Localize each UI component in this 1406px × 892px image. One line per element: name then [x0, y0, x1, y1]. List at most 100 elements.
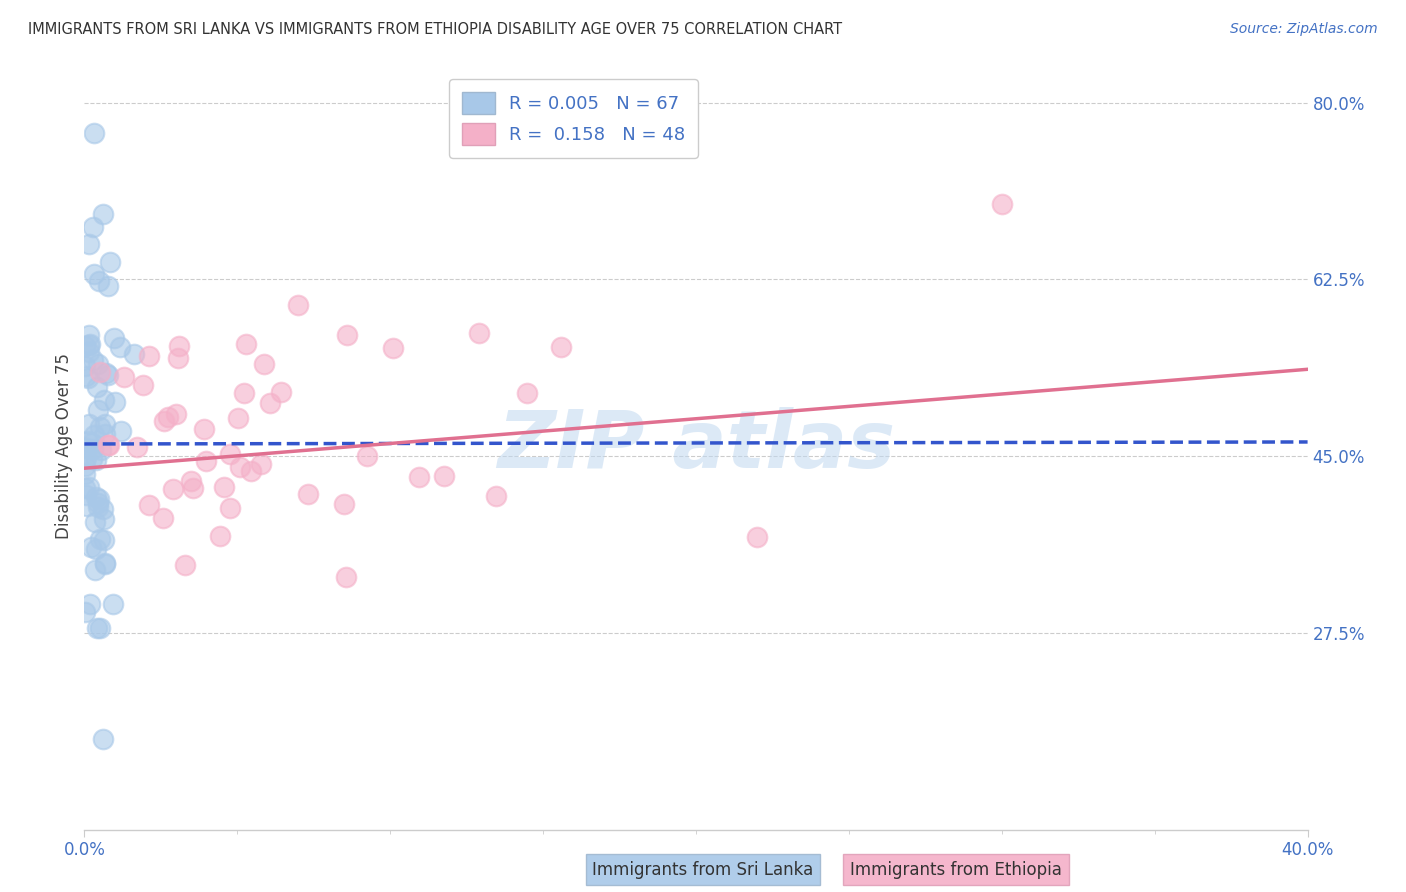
- Point: [153, 413, 176, 427]
- Point: [77, 371, 100, 385]
- Point: [75, 441, 97, 455]
- Point: [287, 298, 309, 312]
- Point: [98, 255, 121, 269]
- Legend: R = 0.005   N = 67, R =  0.158   N = 48: R = 0.005 N = 67, R = 0.158 N = 48: [450, 79, 697, 158]
- Point: [79, 337, 101, 351]
- Point: [233, 386, 256, 401]
- Point: [333, 497, 356, 511]
- Point: [87, 403, 110, 417]
- Point: [84, 490, 107, 504]
- Point: [93, 392, 115, 407]
- Point: [235, 337, 257, 351]
- Point: [138, 349, 160, 363]
- Point: [76, 434, 98, 448]
- Point: [83, 428, 105, 442]
- Point: [516, 385, 538, 400]
- Point: [97, 438, 120, 452]
- Point: [127, 440, 149, 454]
- Point: [83, 126, 105, 140]
- Point: [80, 452, 103, 467]
- Point: [75, 369, 97, 384]
- Point: [131, 378, 153, 392]
- Point: [79, 598, 101, 612]
- Point: [432, 469, 454, 483]
- Point: [381, 341, 404, 355]
- Point: [94, 366, 117, 380]
- Point: [91, 207, 114, 221]
- Point: [77, 345, 100, 359]
- Point: [249, 457, 271, 471]
- Point: [97, 279, 120, 293]
- Point: [194, 453, 217, 467]
- Text: Immigrants from Ethiopia: Immigrants from Ethiopia: [851, 861, 1062, 879]
- Point: [73, 606, 96, 620]
- Point: [73, 481, 96, 495]
- Point: [336, 327, 359, 342]
- Point: [484, 489, 506, 503]
- Point: [747, 530, 769, 544]
- Text: Immigrants from Sri Lanka: Immigrants from Sri Lanka: [592, 861, 814, 879]
- Point: [84, 515, 107, 529]
- Point: [94, 417, 117, 431]
- Point: [167, 339, 190, 353]
- Point: [408, 469, 430, 483]
- Point: [80, 540, 103, 554]
- Point: [79, 480, 101, 494]
- Point: [86, 500, 108, 515]
- Point: [93, 557, 115, 571]
- Point: [138, 498, 160, 512]
- Point: [110, 340, 132, 354]
- Point: [226, 411, 249, 425]
- Point: [212, 480, 235, 494]
- Point: [82, 436, 104, 450]
- Point: [89, 365, 111, 379]
- Point: [86, 380, 108, 394]
- Point: [93, 501, 115, 516]
- Point: [82, 442, 104, 457]
- Point: [180, 474, 202, 488]
- Point: [297, 487, 319, 501]
- Point: [89, 420, 111, 434]
- Point: [86, 621, 108, 635]
- Point: [83, 563, 105, 577]
- Point: [162, 482, 184, 496]
- Point: [75, 450, 97, 465]
- Point: [73, 467, 96, 481]
- Y-axis label: Disability Age Over 75: Disability Age Over 75: [55, 353, 73, 539]
- Point: [193, 422, 215, 436]
- Point: [166, 351, 188, 365]
- Point: [122, 347, 145, 361]
- Point: [90, 442, 112, 457]
- Point: [73, 339, 96, 353]
- Point: [110, 424, 132, 438]
- Point: [87, 274, 110, 288]
- Point: [103, 330, 125, 344]
- Point: [270, 384, 292, 399]
- Point: [165, 407, 187, 421]
- Text: IMMIGRANTS FROM SRI LANKA VS IMMIGRANTS FROM ETHIOPIA DISABILITY AGE OVER 75 COR: IMMIGRANTS FROM SRI LANKA VS IMMIGRANTS …: [28, 22, 842, 37]
- Point: [550, 340, 572, 354]
- Point: [83, 268, 105, 282]
- Point: [174, 558, 197, 572]
- Point: [93, 533, 115, 547]
- Point: [77, 417, 100, 431]
- Point: [181, 481, 204, 495]
- Text: ZIP atlas: ZIP atlas: [496, 407, 896, 485]
- Point: [218, 447, 240, 461]
- Point: [82, 353, 104, 368]
- Point: [229, 460, 252, 475]
- Point: [152, 511, 174, 525]
- Point: [94, 427, 117, 442]
- Point: [101, 597, 124, 611]
- Point: [77, 338, 100, 352]
- Point: [73, 359, 96, 373]
- Point: [75, 488, 97, 502]
- Point: [356, 450, 378, 464]
- Point: [98, 438, 121, 452]
- Point: [157, 410, 180, 425]
- Point: [75, 458, 97, 473]
- Point: [82, 220, 104, 235]
- Point: [87, 357, 110, 371]
- Point: [84, 453, 107, 467]
- Point: [259, 396, 281, 410]
